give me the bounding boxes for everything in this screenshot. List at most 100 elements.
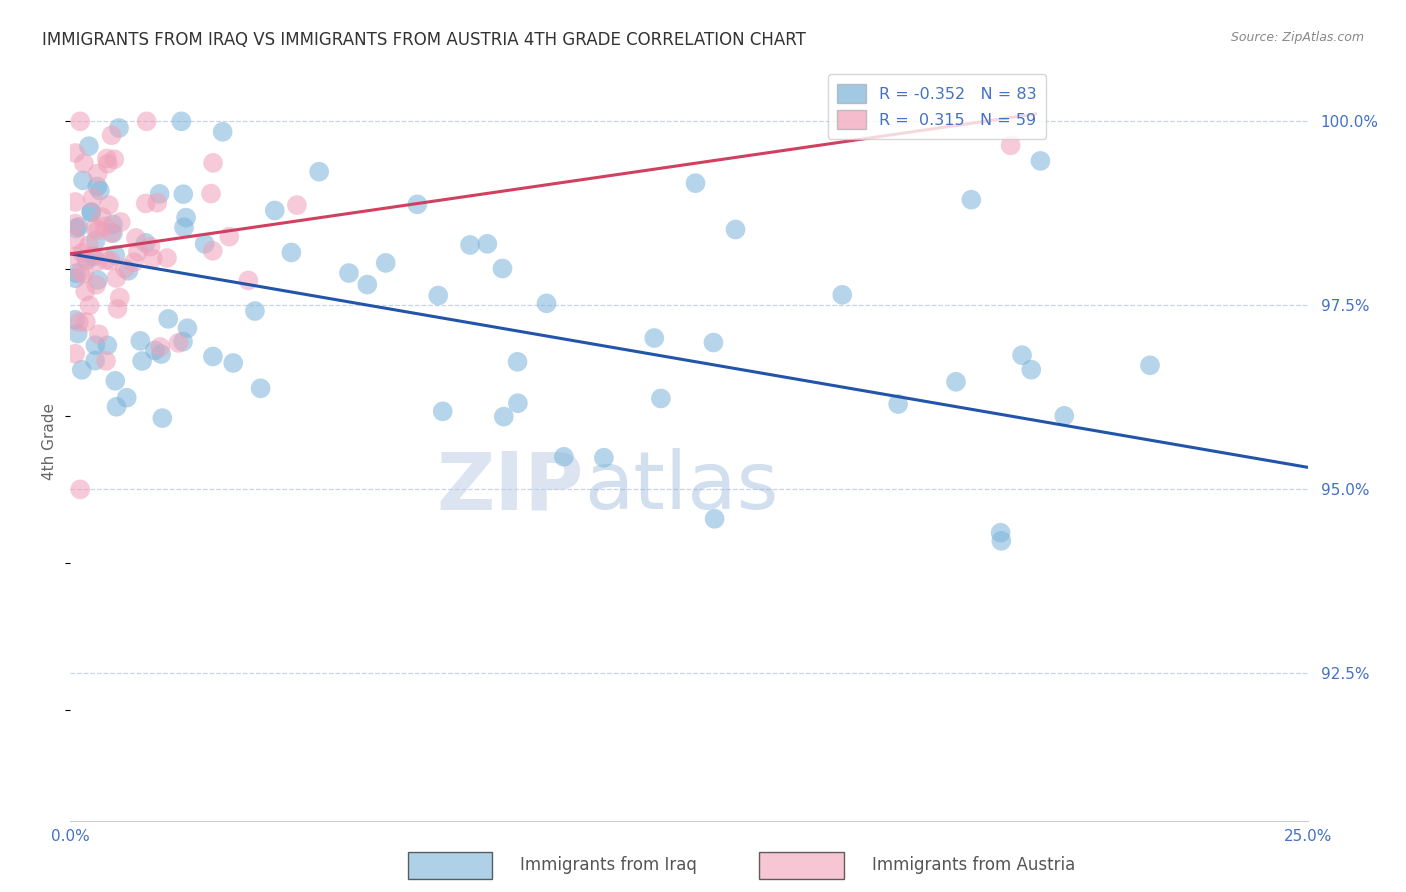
Point [308, 164, 330, 178]
Point [149, 186, 172, 201]
Text: ZIP: ZIP [436, 448, 583, 526]
Point [69, 483, 91, 497]
Point [129, 334, 152, 348]
Point [65, 146, 87, 161]
Point [100, 253, 122, 268]
Point [79, 298, 101, 312]
Point [685, 176, 707, 190]
Point [1053, 409, 1076, 423]
Point [97, 157, 120, 171]
Point [135, 235, 157, 250]
Point [80, 205, 103, 219]
Point [150, 411, 173, 425]
Point [107, 301, 129, 316]
Point [406, 197, 429, 211]
Point [77, 238, 100, 252]
Point [173, 220, 195, 235]
Point [643, 331, 665, 345]
Point [108, 120, 131, 135]
Point [427, 288, 450, 302]
Point [77, 139, 100, 153]
FancyBboxPatch shape [759, 852, 844, 879]
Point [114, 261, 136, 276]
Text: Immigrants from Iraq: Immigrants from Iraq [520, 856, 697, 874]
Point [135, 196, 157, 211]
Point [172, 187, 194, 202]
Point [65, 271, 87, 285]
Point [945, 375, 967, 389]
Text: atlas: atlas [583, 448, 778, 526]
Point [1139, 359, 1161, 373]
Point [990, 533, 1012, 548]
Point [86, 254, 108, 268]
Point [84, 277, 107, 292]
Point [202, 156, 225, 170]
Point [65, 221, 87, 235]
Point [67, 315, 90, 329]
Point [127, 244, 149, 259]
Point [1000, 138, 1022, 153]
Point [84, 353, 107, 368]
Text: Immigrants from Austria: Immigrants from Austria [872, 856, 1076, 874]
Point [201, 350, 224, 364]
Point [492, 409, 515, 424]
Point [103, 153, 125, 167]
Point [65, 249, 87, 263]
Point [105, 271, 128, 285]
Point [70, 363, 93, 377]
Point [174, 211, 197, 225]
Point [724, 222, 747, 236]
Point [87, 273, 110, 287]
Point [65, 232, 87, 246]
Point [157, 312, 180, 326]
Point [593, 450, 616, 465]
Point [105, 400, 128, 414]
Point [86, 179, 108, 194]
Point [1019, 362, 1042, 376]
Point [69, 114, 91, 128]
Point [201, 244, 224, 258]
Point [703, 512, 725, 526]
Point [477, 236, 499, 251]
Point [65, 266, 87, 280]
Point [149, 340, 172, 354]
Point [108, 291, 131, 305]
Point [222, 356, 245, 370]
Point [135, 114, 157, 128]
Point [69, 266, 91, 280]
Point [93, 219, 115, 234]
Point [280, 245, 302, 260]
Point [65, 312, 87, 326]
Point [94, 354, 117, 368]
Point [104, 248, 127, 262]
Point [75, 252, 97, 267]
Point [125, 231, 148, 245]
Point [176, 321, 198, 335]
Point [211, 125, 233, 139]
Point [87, 166, 110, 180]
Point [73, 156, 96, 170]
Point [115, 391, 138, 405]
Point [79, 250, 101, 264]
Point [87, 327, 110, 342]
Point [170, 114, 193, 128]
Point [65, 347, 87, 361]
Point [887, 397, 910, 411]
Point [75, 315, 97, 329]
Point [374, 256, 396, 270]
Point [960, 193, 983, 207]
Point [94, 253, 117, 268]
Point [80, 205, 103, 219]
Point [263, 203, 285, 218]
Point [82, 250, 104, 264]
Point [831, 288, 853, 302]
Point [702, 335, 724, 350]
Point [122, 255, 145, 269]
Point [432, 404, 454, 418]
Point [100, 226, 122, 240]
Point [96, 338, 118, 352]
Point [458, 238, 481, 252]
Point [70, 245, 93, 260]
Point [167, 335, 190, 350]
Point [75, 285, 97, 299]
